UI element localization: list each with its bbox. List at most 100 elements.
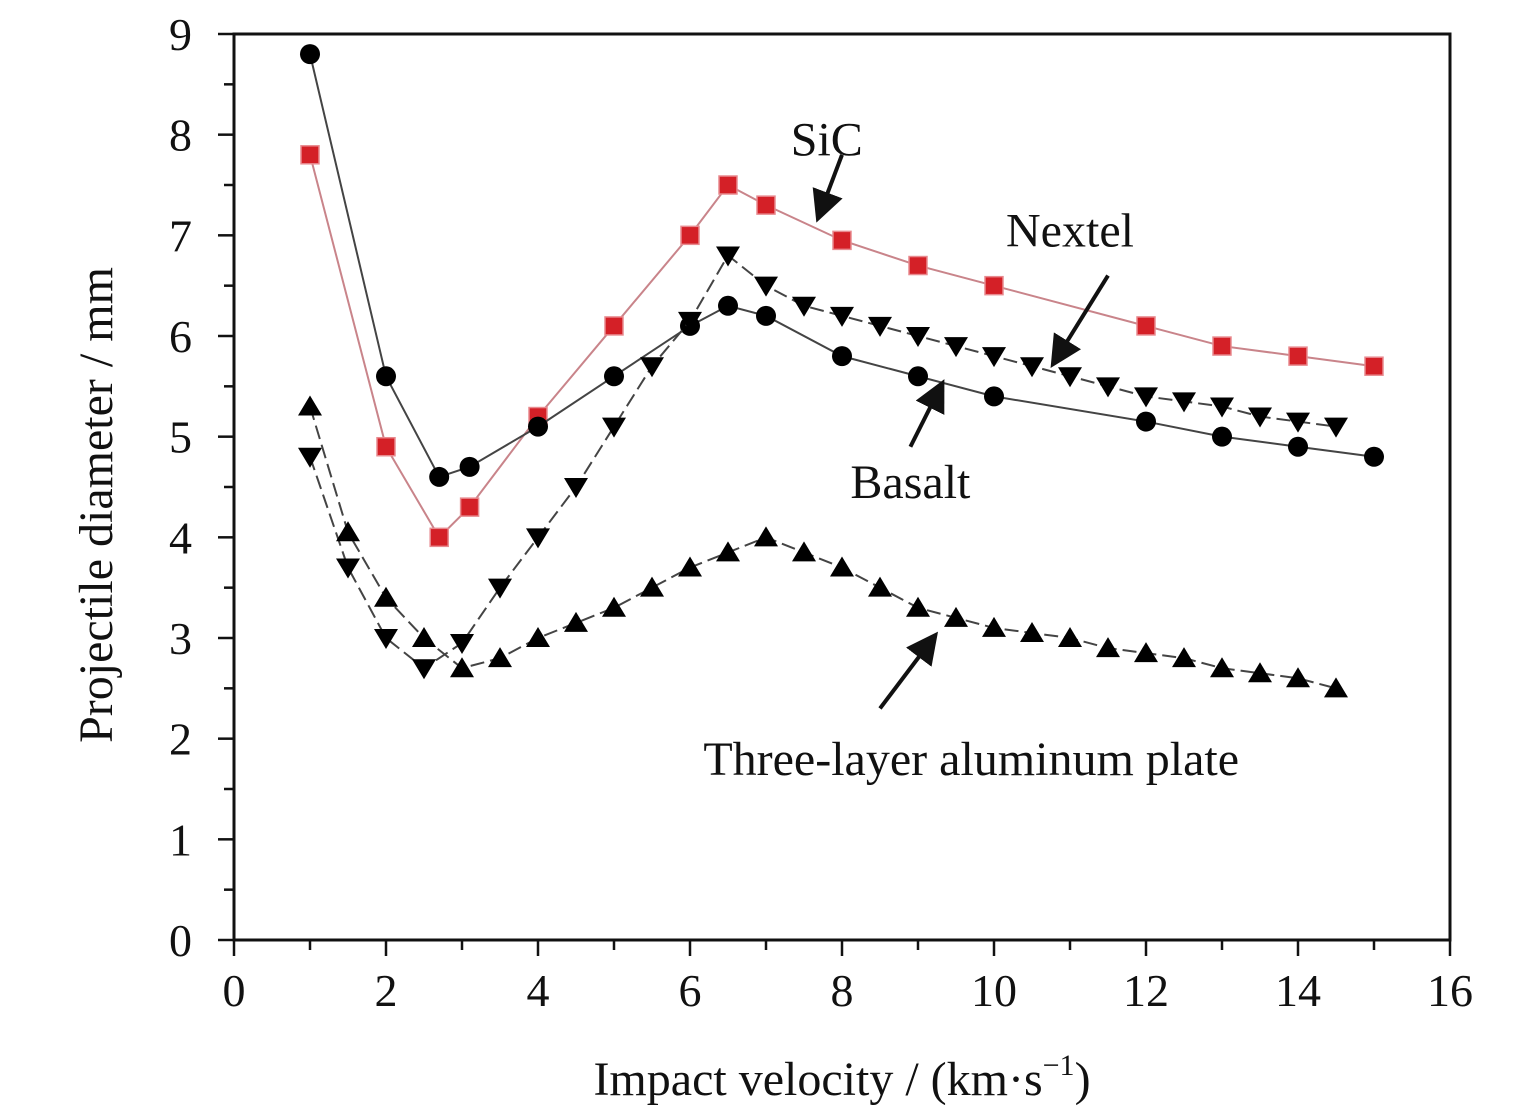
series-sic [300,145,1384,548]
data-point-nextel [906,327,930,347]
x-tick-label: 10 [971,965,1017,1016]
data-point-three-layer-aluminum-plate [1134,642,1158,663]
data-point-sic [1288,346,1308,366]
data-point-three-layer-aluminum-plate [792,541,816,562]
x-tick-label: 6 [679,965,702,1016]
data-point-sic [718,175,738,195]
series-line-three-layer-aluminum-plate [309,406,1337,690]
data-point-three-layer-aluminum-plate [830,556,854,577]
x-tick-label: 12 [1123,965,1169,1016]
data-point-sic [756,195,776,215]
data-point-nextel [526,528,550,549]
data-point-basalt [1136,411,1156,432]
data-point-three-layer-aluminum-plate [868,576,892,597]
x-tick-label: 16 [1427,965,1473,1016]
x-tick-label: 4 [527,965,550,1016]
data-point-nextel [1172,392,1196,413]
annotation-arrow [878,631,939,710]
data-point-three-layer-aluminum-plate [336,521,360,542]
data-point-three-layer-aluminum-plate [1248,662,1272,683]
y-tick-label: 6 [169,311,192,362]
data-point-basalt [528,416,548,437]
data-point-sic [459,497,480,517]
data-point-nextel [640,357,664,378]
data-point-three-layer-aluminum-plate [982,616,1006,637]
data-point-nextel [1286,412,1310,433]
data-point-nextel [1210,397,1234,418]
x-tick-label: 14 [1275,965,1321,1016]
y-tick-label: 0 [169,915,192,966]
y-tick-label: 7 [169,210,192,261]
annotation-sic: SiC [791,114,863,223]
data-point-three-layer-aluminum-plate [716,541,740,562]
data-point-sic [832,230,852,251]
data-point-basalt [459,456,480,477]
series-line-sic [309,154,1375,539]
data-point-basalt [984,386,1004,407]
data-point-nextel [374,629,398,649]
data-point-nextel [1248,407,1272,428]
data-point-basalt [756,305,776,326]
data-point-three-layer-aluminum-plate [526,627,550,647]
data-point-nextel [1020,357,1044,378]
data-point-basalt [604,366,624,387]
data-point-nextel [1134,387,1158,408]
data-point-three-layer-aluminum-plate [1210,657,1234,678]
data-point-three-layer-aluminum-plate [640,576,664,597]
data-point-three-layer-aluminum-plate [754,526,778,547]
data-point-nextel [488,578,512,599]
x-axis-title-main: Impact velocity / (km·s [593,1053,1042,1106]
data-point-sic [680,225,700,246]
annotation-three-layer-aluminum-plate: Three-layer aluminum plate [703,631,1239,786]
data-point-sic [984,275,1004,296]
data-point-three-layer-aluminum-plate [678,556,702,577]
data-point-nextel [868,316,892,337]
y-tick-label: 2 [169,714,192,765]
data-point-three-layer-aluminum-plate [488,647,512,668]
data-point-basalt [1288,436,1308,457]
x-tick-label: 2 [375,965,398,1016]
data-point-three-layer-aluminum-plate [1286,667,1310,688]
data-point-basalt [300,44,320,65]
annotation-arrow [908,379,945,448]
series-three-layer-aluminum-plate [298,395,1348,698]
x-axis-title-close: ) [1075,1053,1091,1106]
y-tick-label: 9 [169,9,192,60]
data-point-three-layer-aluminum-plate [1324,677,1348,698]
y-tick-label: 8 [169,110,192,161]
series-line-nextel [309,253,1337,670]
annotation-arrow [1050,274,1110,368]
data-point-three-layer-aluminum-plate [944,606,968,627]
y-axis-title: Projectile diameter / mm [70,267,123,743]
data-point-three-layer-aluminum-plate [1172,647,1196,668]
series-line-basalt [309,53,1375,479]
series-basalt [300,44,1384,487]
y-tick-label: 3 [169,613,192,664]
data-point-sic [604,316,624,336]
data-point-nextel [982,347,1006,368]
x-tick-label: 8 [831,965,854,1016]
data-point-nextel [792,296,816,317]
annotation-label: Nextel [1006,204,1134,257]
x-axis-ticks: 0 2 4 6 8 10 12 14 16 [223,940,1473,1016]
data-point-nextel [564,478,588,498]
series-layer [298,44,1384,698]
y-tick-label: 1 [169,814,192,865]
data-point-nextel [336,558,360,579]
data-point-nextel [830,306,854,327]
data-point-basalt [1212,426,1232,447]
y-axis-ticks: 0 1 2 3 4 5 6 7 8 9 [169,9,234,966]
annotation-nextel: Nextel [1006,204,1134,368]
data-point-three-layer-aluminum-plate [298,395,322,416]
annotation-label: Three-layer aluminum plate [703,733,1239,786]
data-point-sic [376,436,396,457]
annotation-label: SiC [791,114,863,167]
annotation-basalt: Basalt [850,379,971,509]
series-nextel [298,246,1348,680]
y-tick-label: 4 [169,512,192,563]
data-point-three-layer-aluminum-plate [1020,621,1044,642]
data-point-sic [1364,356,1384,376]
data-point-nextel [944,337,968,358]
data-point-basalt [1364,446,1384,467]
